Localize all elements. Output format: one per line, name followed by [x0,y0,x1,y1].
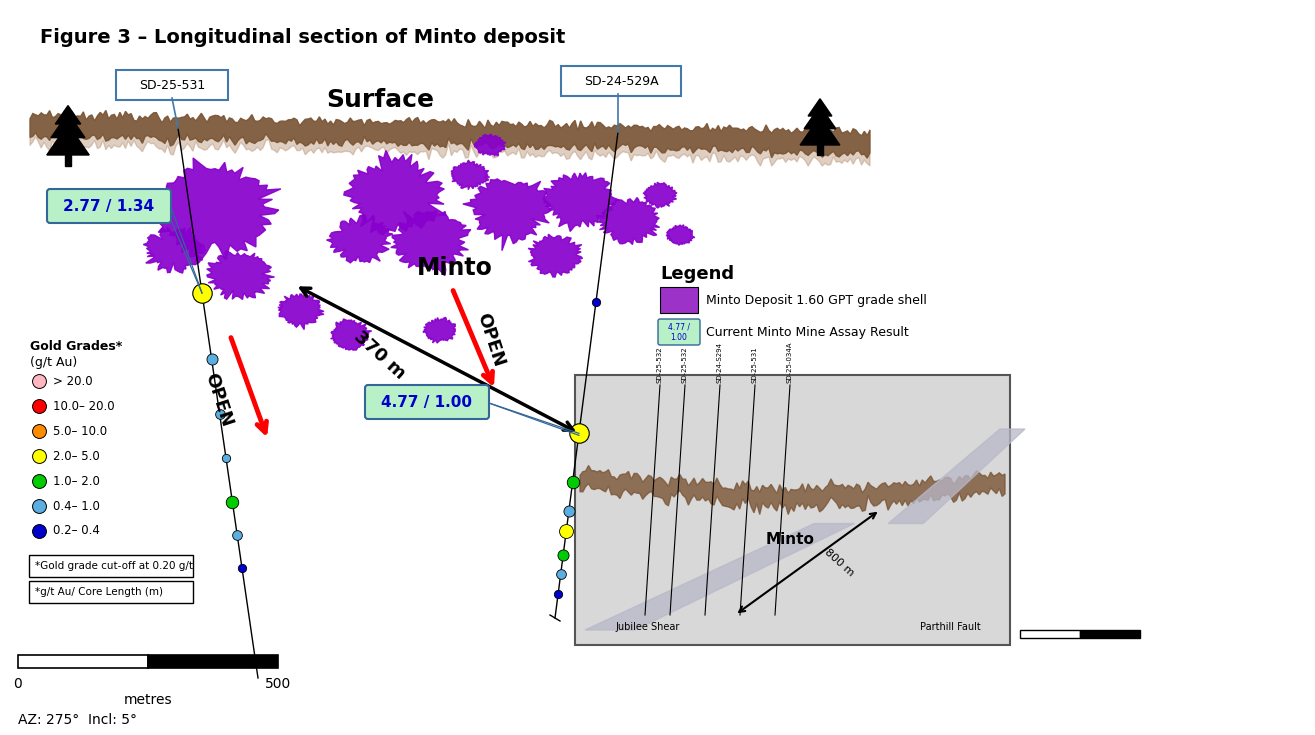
Bar [149,655,277,668]
FancyBboxPatch shape [29,555,193,577]
Polygon shape [817,145,823,155]
Text: 0.2– 0.4: 0.2– 0.4 [53,525,100,537]
Bar [575,375,1010,645]
Text: Parthill Fault: Parthill Fault [920,622,981,632]
Polygon shape [543,173,619,232]
Text: Current Minto Mine Assay Result: Current Minto Mine Assay Result [706,326,909,339]
Bar [660,287,698,313]
Polygon shape [643,182,677,208]
Text: SD-25-531: SD-25-531 [752,346,757,383]
Text: (g/t Au): (g/t Au) [30,356,78,369]
Text: Figure 3 – Longitudinal section of Minto deposit: Figure 3 – Longitudinal section of Minto… [39,28,565,47]
Text: Gold Grades*: Gold Grades* [30,340,122,353]
Text: Minto: Minto [765,532,814,548]
Text: 10.0– 20.0: 10.0– 20.0 [53,400,114,412]
Text: SD-25-532: SD-25-532 [682,346,688,383]
FancyBboxPatch shape [29,581,193,603]
Polygon shape [423,318,455,343]
Text: SD-25-034A: SD-25-034A [786,342,793,383]
Polygon shape [580,465,1005,514]
Bar [1020,630,1080,638]
Text: SD-24-S294: SD-24-S294 [717,342,723,383]
Bar [18,655,149,668]
Polygon shape [206,251,275,300]
Text: 800 m: 800 m [822,547,856,578]
Text: 500: 500 [264,677,291,691]
Text: Minto: Minto [417,256,493,280]
Text: Jubilee Shear: Jubilee Shear [615,622,680,632]
Polygon shape [585,523,855,630]
Text: 2.77 / 1.34: 2.77 / 1.34 [63,198,155,213]
FancyBboxPatch shape [116,70,227,100]
FancyBboxPatch shape [562,66,681,96]
Text: *Gold grade cut-off at 0.20 g/t: *Gold grade cut-off at 0.20 g/t [36,561,193,571]
Text: > 20.0: > 20.0 [53,375,92,387]
Text: Legend: Legend [660,265,734,283]
Polygon shape [805,106,836,129]
Polygon shape [667,225,694,245]
FancyBboxPatch shape [47,189,171,223]
Polygon shape [888,429,1024,523]
Polygon shape [391,211,471,276]
Polygon shape [55,106,80,124]
Text: 0.4– 1.0: 0.4– 1.0 [53,500,100,512]
Polygon shape [451,160,489,190]
Polygon shape [597,198,660,245]
Polygon shape [143,227,205,273]
Text: SD-25-532: SD-25-532 [658,346,663,383]
Text: 370 m: 370 m [351,327,409,383]
Polygon shape [64,155,71,166]
Text: SD-24-529A: SD-24-529A [584,74,659,87]
FancyBboxPatch shape [658,319,700,345]
Polygon shape [326,215,393,263]
Text: SD-25-531: SD-25-531 [139,79,205,91]
Polygon shape [330,319,372,350]
Text: metres: metres [124,693,172,707]
Bar [1080,630,1140,638]
Text: 1.0– 2.0: 1.0– 2.0 [53,475,100,487]
Text: OPEN: OPEN [473,311,508,369]
Polygon shape [47,124,89,155]
Text: Surface: Surface [326,88,434,112]
Text: 2.0– 5.0: 2.0– 5.0 [53,450,100,462]
Polygon shape [277,294,323,329]
Polygon shape [809,98,832,116]
Text: 4.77 /
1.00: 4.77 / 1.00 [668,323,690,342]
Text: 4.77 / 1.00: 4.77 / 1.00 [381,395,472,409]
Polygon shape [800,116,840,145]
Text: OPEN: OPEN [201,370,235,429]
Text: 0: 0 [13,677,22,691]
Text: 5.0– 10.0: 5.0– 10.0 [53,425,107,437]
Polygon shape [51,113,85,137]
Polygon shape [30,110,871,158]
Polygon shape [475,135,506,156]
FancyBboxPatch shape [366,385,489,419]
Polygon shape [730,506,821,556]
Text: Minto Deposit 1.60 GPT grade shell: Minto Deposit 1.60 GPT grade shell [706,293,927,306]
Polygon shape [463,179,551,251]
Polygon shape [153,158,281,263]
Polygon shape [782,537,826,564]
Polygon shape [529,234,583,277]
Text: *g/t Au/ Core Length (m): *g/t Au/ Core Length (m) [36,587,163,597]
Polygon shape [30,133,871,166]
Polygon shape [343,151,447,234]
Text: AZ: 275°  Incl: 5°: AZ: 275° Incl: 5° [18,713,137,727]
